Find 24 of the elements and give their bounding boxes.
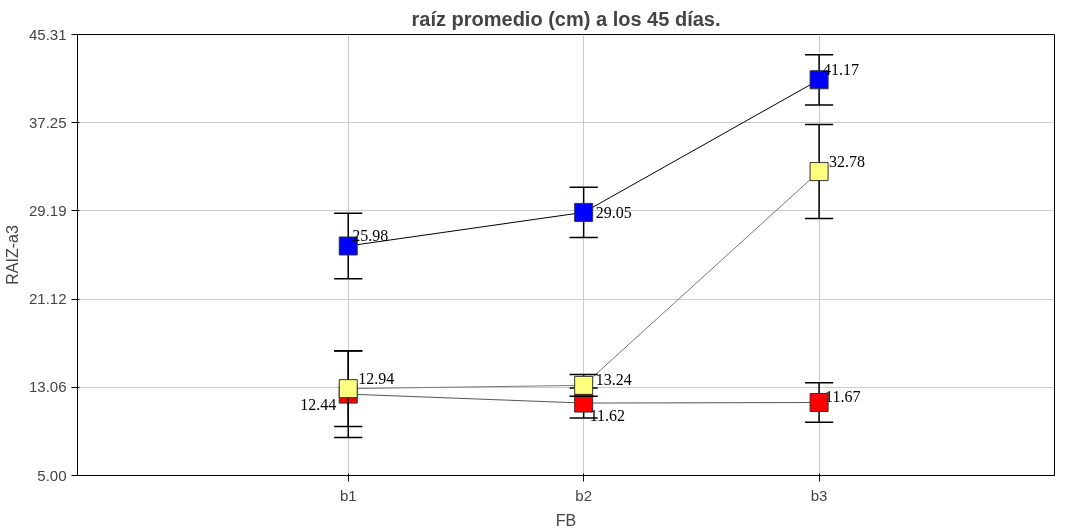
data-label: 32.78 xyxy=(829,153,866,171)
y-tick-label: 21.12 xyxy=(28,290,67,308)
x-tick-label: b2 xyxy=(575,486,592,504)
x-tick-label: b3 xyxy=(810,486,828,504)
data-label: 25.98 xyxy=(352,227,389,245)
y-tick-label: 45.31 xyxy=(28,25,67,43)
data-label: 41.17 xyxy=(823,61,860,79)
data-label: 29.05 xyxy=(595,203,632,221)
y-tick-label: 13.06 xyxy=(28,378,67,396)
data-label: 13.24 xyxy=(595,370,632,388)
point xyxy=(809,162,829,182)
data-label: 11.62 xyxy=(589,406,626,424)
chart-title: raíz promedio (cm) a los 45 días. xyxy=(411,7,721,30)
y-tick-label: 37.25 xyxy=(28,113,67,131)
x-tick-label: b1 xyxy=(339,486,357,504)
x-axis-title: FB xyxy=(555,511,577,529)
data-label: 12.44 xyxy=(300,395,337,413)
point xyxy=(574,375,594,395)
point xyxy=(338,379,358,399)
y-axis-title: RAIZ-a3 xyxy=(3,225,21,285)
y-tick-label: 29.19 xyxy=(28,201,67,219)
y-tick-label: 5.00 xyxy=(37,466,67,484)
data-label: 12.94 xyxy=(358,370,395,388)
point xyxy=(574,202,594,222)
